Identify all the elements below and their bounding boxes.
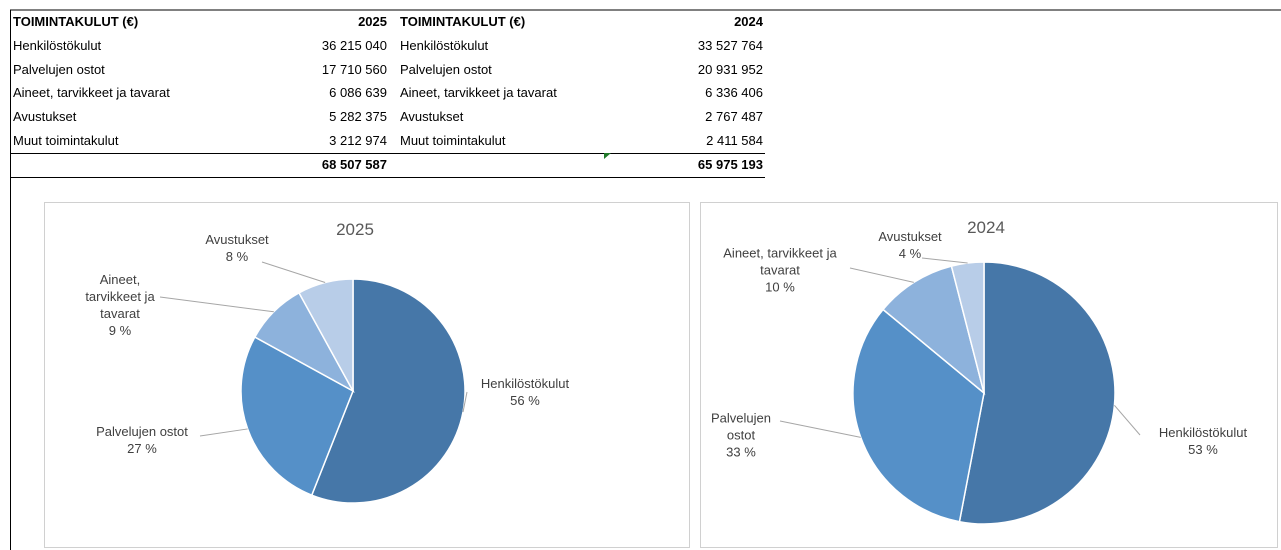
header-cell: TOIMINTAKULUT (€) — [13, 14, 139, 29]
leader-line — [462, 391, 468, 413]
table-cell: 20 931 952 — [697, 61, 763, 77]
category-name: Aineet, tarvikkeet ja tavarat — [85, 272, 155, 321]
value-label: 10 % — [765, 279, 795, 295]
data-label: Aineet, tarvikkeet ja tavarat 9 % — [75, 271, 165, 339]
data-label: Avustukset 4 % — [865, 228, 955, 262]
table-cell: Muut toimintakulut — [400, 133, 506, 148]
category-name: Avustukset — [878, 229, 942, 244]
table-cell: Aineet, tarvikkeet ja tavarat — [400, 85, 557, 101]
header-cell: 2024 — [734, 14, 763, 29]
table-cell: 3 212 974 — [329, 133, 387, 148]
data-label: Palvelujen ostot 27 % — [72, 423, 212, 457]
table-cell: 2 767 487 — [705, 109, 763, 125]
category-name: Palvelujen ostot — [96, 424, 188, 439]
pie-slice — [852, 308, 985, 523]
pie-slice — [240, 336, 354, 497]
data-label: Henkilöstökulut 53 % — [1143, 424, 1263, 458]
data-label: Aineet, tarvikkeet ja tavarat 10 % — [705, 245, 855, 296]
leader-line — [849, 267, 914, 283]
table-cell: 5 282 375 — [329, 109, 387, 125]
table-cell: 2 411 584 — [706, 133, 763, 148]
value-label: 56 % — [510, 393, 540, 408]
total-cell: 65 975 193 — [697, 156, 763, 172]
data-label: Avustukset 8 % — [192, 231, 282, 265]
table-cell: Henkilöstökulut — [13, 37, 102, 53]
comment-marker — [604, 153, 611, 159]
header-cell: TOIMINTAKULUT (€) — [400, 14, 526, 29]
value-label: 8 % — [225, 249, 249, 264]
chart-title: 2024 — [967, 218, 1005, 237]
leader-line — [199, 428, 248, 437]
table-cell: 6 086 639 — [329, 85, 387, 101]
table-cell: Palvelujen ostot — [400, 61, 492, 77]
leader-line — [779, 420, 861, 438]
total-cell: 68 507 587 — [321, 156, 387, 172]
pie-slice — [950, 261, 985, 394]
table-cell: 36 215 040 — [321, 37, 387, 53]
category-name: Palvelujen ostot — [711, 410, 771, 443]
table-cell: Avustukset — [13, 109, 77, 125]
data-label: Henkilöstökulut 56 % — [470, 375, 580, 409]
table-cell: 33 527 764 — [697, 37, 763, 53]
category-name: Henkilöstökulut — [480, 376, 570, 391]
leader-line — [921, 257, 968, 264]
value-label: 33 % — [726, 444, 756, 460]
leader-line — [261, 261, 326, 283]
pie-slice — [310, 278, 466, 504]
data-label: Palvelujen ostot 33 % — [701, 410, 781, 461]
value-label: 9 % — [108, 323, 132, 338]
table-cell: Muut toimintakulut — [13, 133, 119, 148]
pie-slice — [958, 261, 1116, 525]
pie-slice — [882, 265, 986, 396]
table-cell: Henkilöstökulut — [400, 37, 489, 53]
table-cell: 17 710 560 — [321, 61, 387, 77]
header-cell: 2025 — [358, 14, 387, 29]
table-cell: Aineet, tarvikkeet ja tavarat — [13, 85, 170, 101]
table-cell: Palvelujen ostot — [13, 61, 105, 77]
leader-line — [159, 296, 274, 313]
table-cell: Avustukset — [400, 109, 464, 125]
value-label: 4 % — [898, 246, 922, 261]
value-label: 27 % — [127, 441, 157, 456]
leader-line — [1114, 405, 1141, 436]
table-cell: 6 336 406 — [705, 85, 763, 101]
value-label: 53 % — [1188, 442, 1218, 457]
category-name: Henkilöstökulut — [1158, 425, 1248, 440]
category-name: Aineet, tarvikkeet ja tavarat — [723, 245, 837, 278]
pie-slice — [298, 278, 354, 392]
category-name: Avustukset — [205, 232, 269, 247]
chart-title: 2025 — [336, 220, 374, 239]
